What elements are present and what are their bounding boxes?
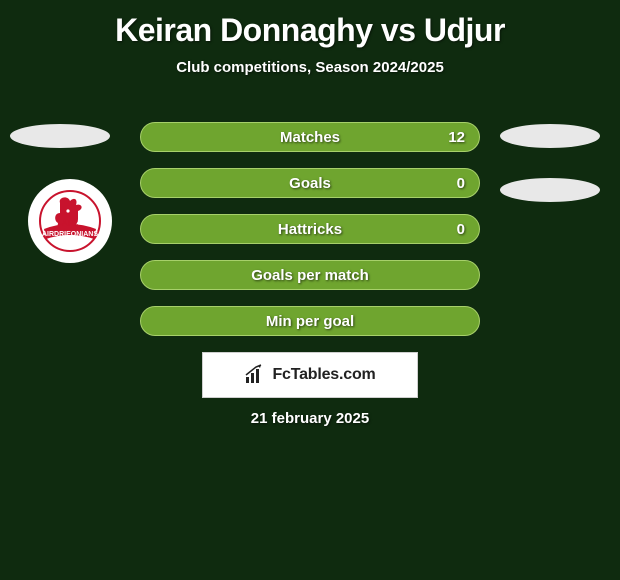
player-photo-placeholder-left bbox=[10, 124, 110, 148]
club-badge-text: AFC bbox=[62, 219, 79, 228]
stat-bar-value: 12 bbox=[448, 129, 465, 146]
stat-bar-value: 0 bbox=[457, 221, 465, 238]
stat-bar: Min per goal bbox=[140, 306, 480, 336]
stat-bar-label: Hattricks bbox=[141, 221, 479, 238]
club-badge-icon: AIRDRIEONIANS AFC bbox=[38, 189, 102, 253]
stat-bar: Matches12 bbox=[140, 122, 480, 152]
brand-attribution[interactable]: FcTables.com bbox=[202, 352, 418, 398]
stat-bar: Goals per match bbox=[140, 260, 480, 290]
stat-bar: Hattricks0 bbox=[140, 214, 480, 244]
stat-bar-label: Goals bbox=[141, 175, 479, 192]
page-subtitle: Club competitions, Season 2024/2025 bbox=[0, 59, 620, 76]
stat-bars: Matches12Goals0Hattricks0Goals per match… bbox=[140, 122, 480, 352]
stat-bar-label: Goals per match bbox=[141, 267, 479, 284]
player-photo-placeholder-right-2 bbox=[500, 178, 600, 202]
stat-bar-value: 0 bbox=[457, 175, 465, 192]
snapshot-date: 21 february 2025 bbox=[0, 410, 620, 427]
page-title: Keiran Donnaghy vs Udjur bbox=[0, 0, 620, 49]
stat-bar-label: Min per goal bbox=[141, 313, 479, 330]
bar-chart-icon bbox=[244, 364, 266, 386]
brand-text: FcTables.com bbox=[272, 366, 375, 384]
stat-bar: Goals0 bbox=[140, 168, 480, 198]
club-badge-banner-text: AIRDRIEONIANS bbox=[42, 231, 98, 238]
stat-bar-label: Matches bbox=[141, 129, 479, 146]
player-photo-placeholder-right bbox=[500, 124, 600, 148]
club-badge: AIRDRIEONIANS AFC bbox=[28, 179, 112, 263]
